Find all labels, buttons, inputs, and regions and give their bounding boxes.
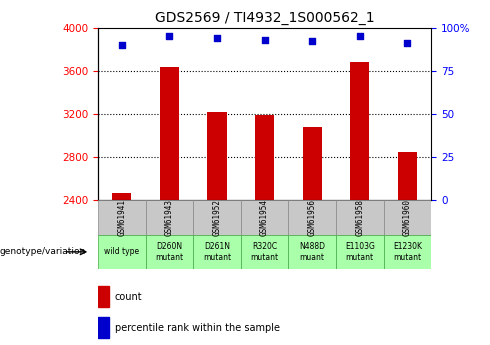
Bar (289, 235, 336, 269)
Bar (146, 200, 193, 235)
Text: wild type: wild type (104, 247, 139, 256)
Text: GSM61956: GSM61956 (308, 199, 317, 236)
Point (308, 39, 316, 44)
Bar (98, 317, 109, 338)
Text: R320C
mutant: R320C mutant (250, 242, 279, 262)
Bar (160, 68, 179, 200)
Text: GSM61954: GSM61954 (260, 199, 269, 236)
Bar (398, 151, 417, 200)
Bar (241, 235, 289, 269)
Point (356, 33, 364, 39)
Text: GSM61958: GSM61958 (355, 199, 364, 236)
Text: E1230K
mutant: E1230K mutant (393, 242, 422, 262)
Bar (207, 112, 226, 200)
Bar (241, 200, 289, 235)
Text: GSM61941: GSM61941 (117, 199, 126, 236)
Bar (112, 193, 131, 200)
Bar (255, 116, 274, 200)
Bar (146, 235, 193, 269)
Bar (336, 200, 384, 235)
Bar (384, 235, 431, 269)
Bar (384, 200, 431, 235)
Text: GSM61943: GSM61943 (165, 199, 174, 236)
Bar (193, 200, 241, 235)
Text: E1103G
mutant: E1103G mutant (345, 242, 375, 262)
Bar (98, 200, 146, 235)
Bar (350, 62, 369, 200)
Text: GSM61960: GSM61960 (403, 199, 412, 236)
Text: percentile rank within the sample: percentile rank within the sample (115, 323, 280, 333)
Bar (336, 235, 384, 269)
Text: D260N
mutant: D260N mutant (155, 242, 183, 262)
Bar (193, 235, 241, 269)
Text: N488D
muant: N488D muant (299, 242, 325, 262)
Text: D261N
mutant: D261N mutant (203, 242, 231, 262)
Text: GSM61952: GSM61952 (213, 199, 221, 236)
Point (403, 40, 411, 46)
Bar (98, 235, 146, 269)
Bar (303, 127, 322, 200)
Point (166, 33, 173, 39)
Title: GDS2569 / TI4932_1S000562_1: GDS2569 / TI4932_1S000562_1 (155, 11, 374, 25)
Point (118, 42, 126, 48)
Text: count: count (115, 292, 143, 302)
Bar (289, 200, 336, 235)
Point (213, 35, 221, 41)
Text: genotype/variation: genotype/variation (0, 247, 86, 256)
Point (261, 37, 269, 42)
Bar (98, 286, 109, 307)
